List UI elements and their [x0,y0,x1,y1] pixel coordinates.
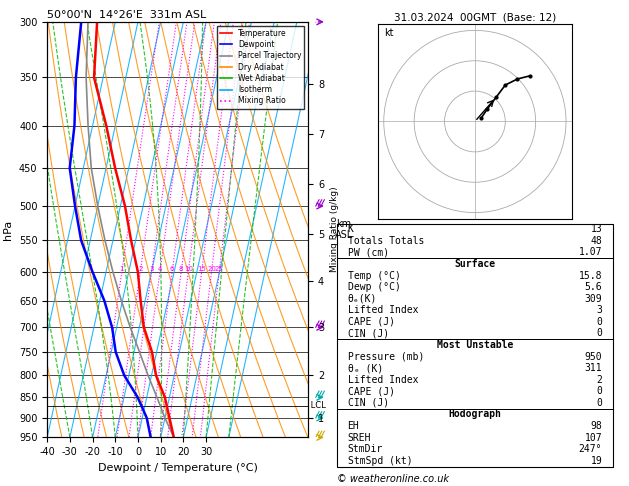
Text: CAPE (J): CAPE (J) [348,317,394,327]
Y-axis label: hPa: hPa [3,220,13,240]
Text: 1.07: 1.07 [579,247,602,258]
Text: 107: 107 [584,433,602,443]
Text: 309: 309 [584,294,602,304]
Text: StmSpd (kt): StmSpd (kt) [348,456,412,466]
Text: 98: 98 [591,421,602,431]
Text: 25: 25 [215,266,224,272]
Text: Pressure (mb): Pressure (mb) [348,352,424,362]
Text: EH: EH [348,421,359,431]
Text: 50°00'N  14°26'E  331m ASL: 50°00'N 14°26'E 331m ASL [47,10,206,20]
Text: θₑ(K): θₑ(K) [348,294,377,304]
Text: Surface: Surface [454,259,496,269]
Text: 48: 48 [591,236,602,246]
Text: 0: 0 [596,329,602,338]
Text: 5.6: 5.6 [584,282,602,292]
Text: 19: 19 [591,456,602,466]
Text: 15.8: 15.8 [579,271,602,280]
Text: 20: 20 [207,266,216,272]
Text: 1: 1 [120,266,124,272]
Text: Mixing Ratio (g/kg): Mixing Ratio (g/kg) [330,187,339,273]
Y-axis label: km
ASL: km ASL [335,219,353,241]
Text: 13: 13 [591,225,602,234]
Text: SREH: SREH [348,433,371,443]
Text: θₑ (K): θₑ (K) [348,363,383,373]
Text: K: K [348,225,353,234]
Text: Lifted Index: Lifted Index [348,305,418,315]
Text: 3: 3 [596,305,602,315]
Text: 247°: 247° [579,444,602,454]
Text: PW (cm): PW (cm) [348,247,389,258]
Text: 3: 3 [149,266,154,272]
Text: CAPE (J): CAPE (J) [348,386,394,397]
Legend: Temperature, Dewpoint, Parcel Trajectory, Dry Adiabat, Wet Adiabat, Isotherm, Mi: Temperature, Dewpoint, Parcel Trajectory… [217,26,304,108]
Text: LCL: LCL [308,401,326,410]
Text: 15: 15 [198,266,206,272]
Text: 2: 2 [596,375,602,385]
Text: 10: 10 [184,266,193,272]
Text: Most Unstable: Most Unstable [437,340,513,350]
Text: 0: 0 [596,317,602,327]
Text: 8: 8 [179,266,184,272]
Text: Lifted Index: Lifted Index [348,375,418,385]
Text: 2: 2 [138,266,142,272]
Text: StmDir: StmDir [348,444,383,454]
Text: CIN (J): CIN (J) [348,329,389,338]
Text: 311: 311 [584,363,602,373]
Text: Dewp (°C): Dewp (°C) [348,282,401,292]
Title: 31.03.2024  00GMT  (Base: 12): 31.03.2024 00GMT (Base: 12) [394,12,556,22]
Text: kt: kt [384,29,393,38]
Text: 6: 6 [170,266,174,272]
Text: Totals Totals: Totals Totals [348,236,424,246]
Text: CIN (J): CIN (J) [348,398,389,408]
Text: 0: 0 [596,398,602,408]
Text: 0: 0 [596,386,602,397]
Text: Temp (°C): Temp (°C) [348,271,401,280]
Text: Hodograph: Hodograph [448,410,501,419]
Text: 4: 4 [158,266,162,272]
Text: 950: 950 [584,352,602,362]
Text: © weatheronline.co.uk: © weatheronline.co.uk [337,473,448,484]
X-axis label: Dewpoint / Temperature (°C): Dewpoint / Temperature (°C) [97,463,258,473]
